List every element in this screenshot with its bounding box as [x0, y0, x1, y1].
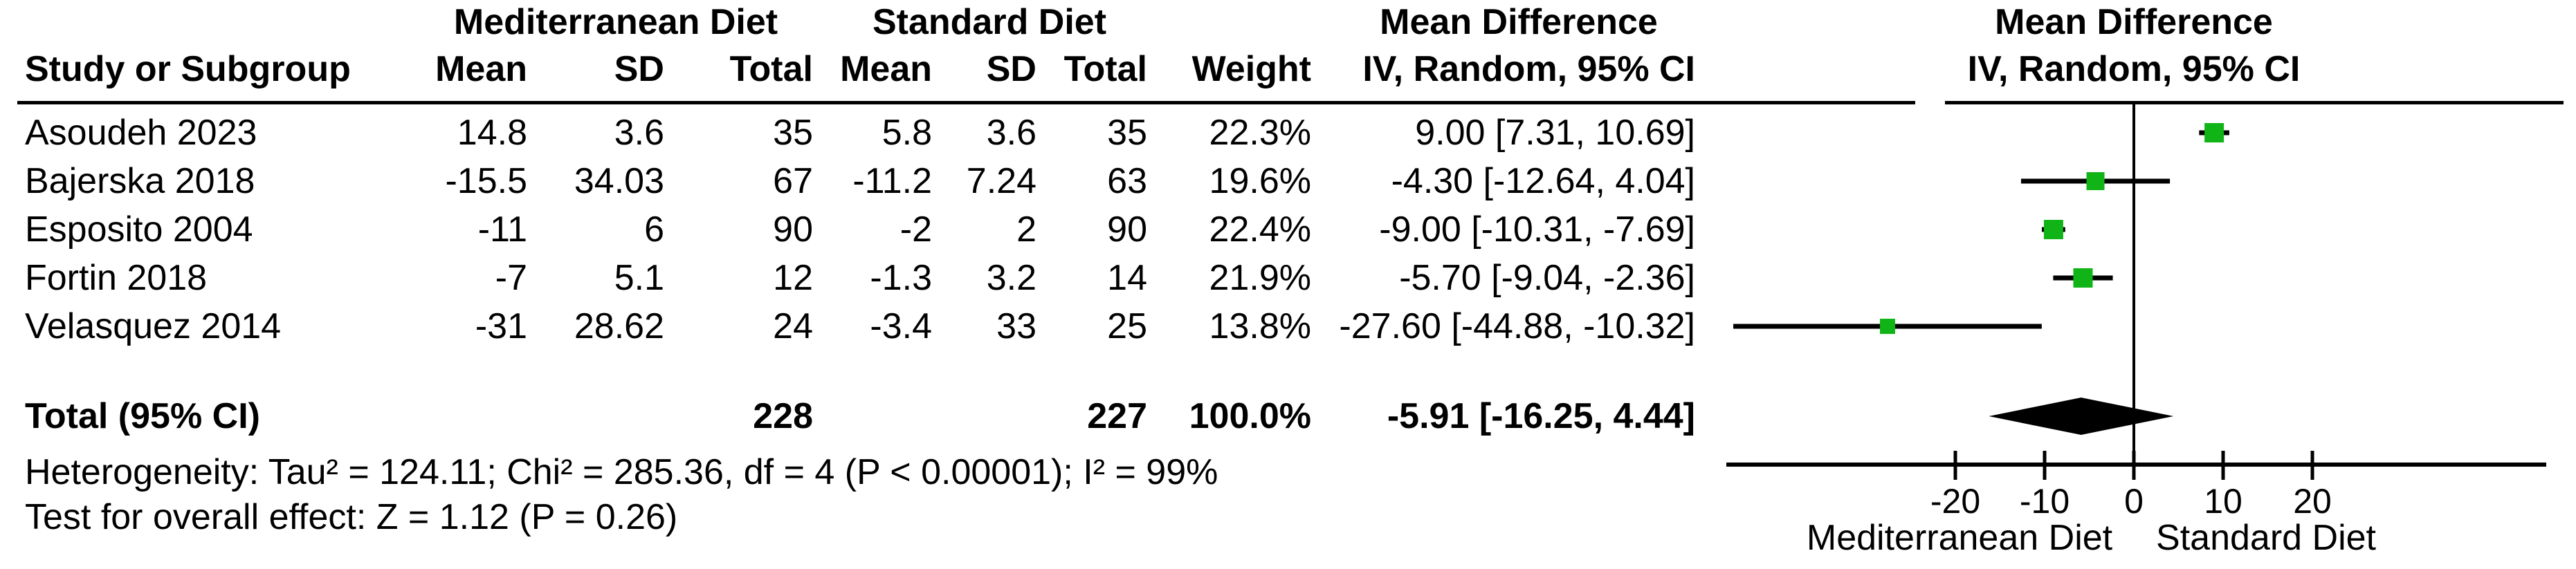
total-n-med: 228: [753, 396, 813, 436]
group-header-md-plot: Mean Difference: [1995, 2, 2273, 42]
study-label: Asoudeh 2023: [25, 113, 257, 153]
axis-tick-label: 10: [2204, 482, 2242, 521]
axis-tick-label: 0: [2124, 482, 2144, 521]
col-header-mean-std: Mean: [840, 49, 932, 89]
total-std: 14: [1107, 258, 1147, 298]
ci-value: 9.00 [7.31, 10.69]: [1415, 113, 1695, 153]
col-header-sd-std: SD: [986, 49, 1036, 89]
col-header-ci-plot: IV, Random, 95% CI: [1967, 49, 2301, 89]
weight: 22.3%: [1209, 113, 1311, 153]
ci-value: -27.60 [-44.88, -10.32]: [1339, 306, 1695, 346]
sd-med: 28.62: [574, 306, 664, 346]
group-header-mediterranean: Mediterranean Diet: [453, 2, 778, 42]
axis-tick-label: 20: [2293, 482, 2332, 521]
col-header-weight: Weight: [1191, 49, 1311, 89]
table-separator-rule: [17, 101, 1915, 104]
total-n-std: 227: [1087, 396, 1147, 436]
sd-med: 3.6: [614, 113, 664, 153]
ci-value: -5.70 [-9.04, -2.36]: [1399, 258, 1695, 298]
total-std: 63: [1107, 161, 1147, 201]
sd-med: 34.03: [574, 161, 664, 201]
mean-med: 14.8: [457, 113, 527, 153]
ci-value: -4.30 [-12.64, 4.04]: [1391, 161, 1695, 201]
table-row: Fortin 2018 -7 5.1 12 -1.3 3.2 14 21.9% …: [0, 254, 2576, 302]
total-weight: 100.0%: [1189, 396, 1311, 436]
study-label: Esposito 2004: [25, 209, 253, 250]
col-header-study: Study or Subgroup: [25, 49, 351, 89]
col-header-mean-med: Mean: [435, 49, 527, 89]
study-label: Fortin 2018: [25, 258, 208, 298]
sd-std: 3.2: [986, 258, 1036, 298]
total-med: 35: [773, 113, 813, 153]
sd-std: 7.24: [966, 161, 1036, 201]
table-row: Asoudeh 2023 14.8 3.6 35 5.8 3.6 35 22.3…: [0, 109, 2576, 157]
sd-med: 5.1: [614, 258, 664, 298]
total-std: 90: [1107, 209, 1147, 250]
mean-med: -7: [495, 258, 527, 298]
table-row: Velasquez 2014 -31 28.62 24 -3.4 33 25 1…: [0, 302, 2576, 351]
axis-label-favours-standard: Standard Diet: [2156, 518, 2376, 558]
total-label: Total (95% CI): [25, 396, 260, 436]
mean-std: -1.3: [870, 258, 932, 298]
study-point-marker: [2086, 172, 2105, 190]
group-header-standard: Standard Diet: [872, 2, 1107, 42]
col-header-total-std: Total: [1063, 49, 1147, 89]
sd-med: 6: [644, 209, 664, 250]
axis-tick-label: -20: [1930, 482, 1980, 521]
mean-std: -11.2: [852, 161, 932, 201]
weight: 19.6%: [1209, 161, 1311, 201]
total-med: 90: [773, 209, 813, 250]
total-ci-value: -5.91 [-16.25, 4.44]: [1387, 396, 1695, 436]
study-point-marker: [2043, 220, 2063, 239]
column-header-row: Study or Subgroup Mean SD Total Mean SD …: [0, 45, 2576, 93]
total-diamond: [1989, 398, 2174, 435]
weight: 13.8%: [1209, 306, 1311, 346]
total-med: 24: [773, 306, 813, 346]
sd-std: 2: [1016, 209, 1036, 250]
mean-std: -2: [899, 209, 932, 250]
study-point-marker: [1879, 319, 1895, 334]
group-header-md-text: Mean Difference: [1380, 2, 1658, 42]
total-med: 12: [773, 258, 813, 298]
mean-med: -11: [477, 209, 527, 250]
axis-label-favours-mediterranean: Mediterranean Diet: [1806, 518, 2113, 558]
overall-effect-note: Test for overall effect: Z = 1.12 (P = 0…: [25, 497, 678, 537]
col-header-sd-med: SD: [614, 49, 664, 89]
study-point-marker: [2073, 268, 2093, 288]
heterogeneity-note: Heterogeneity: Tau² = 124.11; Chi² = 285…: [25, 452, 1218, 492]
sd-std: 33: [996, 306, 1036, 346]
ci-value: -9.00 [-10.31, -7.69]: [1379, 209, 1695, 250]
total-std: 25: [1107, 306, 1147, 346]
mean-med: -15.5: [445, 161, 527, 201]
total-med: 67: [773, 161, 813, 201]
study-point-marker: [2204, 123, 2225, 142]
total-row: Total (95% CI) 228 227 100.0% -5.91 [-16…: [0, 392, 2576, 440]
mean-std: 5.8: [881, 113, 932, 153]
weight: 22.4%: [1209, 209, 1311, 250]
sd-std: 3.6: [986, 113, 1036, 153]
mean-std: -3.4: [870, 306, 932, 346]
total-std: 35: [1107, 113, 1147, 153]
col-header-ci-text: IV, Random, 95% CI: [1362, 49, 1695, 89]
col-header-total-med: Total: [729, 49, 813, 89]
mean-med: -31: [475, 306, 527, 346]
axis-tick-label: -10: [2020, 482, 2070, 521]
plot-separator-rule: [1945, 101, 2564, 104]
study-label: Velasquez 2014: [25, 306, 282, 346]
weight: 21.9%: [1209, 258, 1311, 298]
study-label: Bajerska 2018: [25, 161, 255, 201]
table-row: Esposito 2004 -11 6 90 -2 2 90 22.4% -9.…: [0, 205, 2576, 254]
table-row: Bajerska 2018 -15.5 34.03 67 -11.2 7.24 …: [0, 157, 2576, 205]
